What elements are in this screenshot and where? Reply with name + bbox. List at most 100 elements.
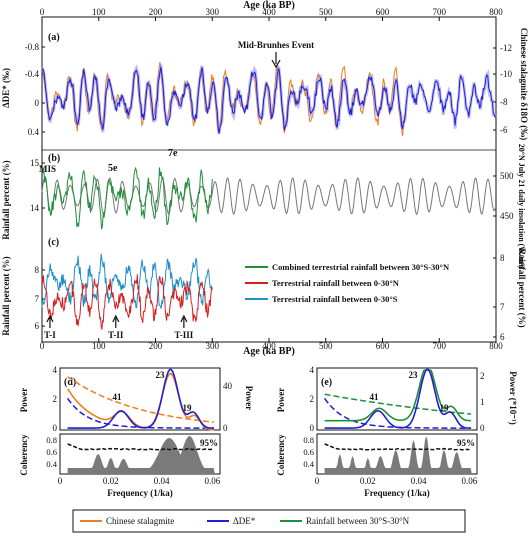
panel-e-peak-23: 23: [409, 370, 419, 380]
top-tick-label: 800: [489, 7, 503, 17]
y-tick-label: -8: [500, 97, 508, 107]
panel-e-dde-red-noise: [323, 397, 471, 429]
mid-brunhes-arrow: [271, 52, 281, 69]
power-right-tick-label: 0: [223, 423, 228, 433]
series-dde-uncertainty: [40, 63, 497, 135]
panel-d-label: (d): [64, 377, 76, 388]
panel-e-confidence-line: [324, 443, 470, 451]
y-tick-label: 0: [35, 98, 40, 108]
top-tick-label: 700: [433, 7, 447, 17]
power-tick-label: 0: [310, 423, 315, 433]
panel-c-ylabel-right: Rainfall percent (%): [517, 248, 527, 327]
panel-d-confidence: 95%: [200, 438, 218, 448]
panel-b-left-ticks: 14 15: [30, 158, 45, 213]
marker-5e: 5e: [108, 163, 118, 174]
termination-arrow: [46, 314, 54, 328]
termination-arrow: [180, 314, 188, 328]
panel-d-coherency-area: [67, 436, 215, 474]
y-tick-label: 7: [500, 302, 505, 312]
panel-d: (d) Power Power Coherency 0 0.02 0.04 0.06 0…: [19, 365, 254, 498]
panel-e-ylabel-left: Power: [276, 388, 286, 413]
y-tick-label: 7: [35, 294, 40, 304]
bottom-tick-label: 700: [433, 341, 447, 351]
panel-d-stalagmite-spectrum: [66, 372, 214, 431]
power-tick-label: 4: [53, 365, 58, 375]
top-tick-label: 600: [376, 7, 390, 17]
y-tick-label: -12: [500, 43, 512, 53]
y-tick-label: 6: [35, 321, 40, 331]
freq-tick-label: 0.02: [103, 476, 119, 486]
series-dde-line: [41, 66, 496, 134]
bottom-xlabel: Age (ka BP): [243, 346, 295, 357]
panel-d-peak-23: 23: [156, 370, 166, 380]
power-tick-label: 2: [310, 394, 315, 404]
bottom-legend-stalagmite: Chinese stalagmite: [106, 516, 174, 526]
termination-label: T-I: [44, 330, 56, 340]
panel-e-power-frame: [316, 367, 478, 431]
panel-e-confidence: 95%: [457, 438, 475, 448]
y-tick-label: -10: [500, 69, 512, 79]
y-tick-label: 8: [500, 253, 505, 263]
marker-mis: MIS: [39, 164, 56, 174]
coherency-tick-label: 0.6: [46, 447, 57, 457]
marker-7e: 7e: [168, 148, 178, 159]
series-combined-rainfall-line: [41, 166, 213, 230]
legend-label-south: Terrestrial rainfall between 0-30°S: [272, 294, 398, 304]
termination-markers: T-I T-II T-III: [44, 314, 194, 340]
panel-a-ylabel-left: ΔDE* (‰): [1, 68, 11, 108]
panel-c-label: (c): [48, 237, 59, 248]
termination-label: T-III: [175, 330, 194, 340]
legend-label-north: Terrestrial rainfall between 0-30°N: [272, 278, 400, 288]
y-tick-label: 15: [30, 158, 40, 168]
panel-d-dde-spectrum: [67, 368, 214, 429]
panel-d-ylabel-right: Power: [244, 386, 254, 411]
top-tick-label: 400: [262, 7, 276, 17]
power-right-tick-label: 40: [223, 381, 233, 391]
y-tick-label: -0.4: [25, 69, 40, 79]
y-tick-label: 6: [500, 332, 505, 342]
bottom-legend: Chinese stalagmite ΔDE* Rainfall between…: [72, 509, 466, 533]
series-north-rainfall-line: [41, 274, 213, 330]
panel-a-left-ticks: -0.8 -0.4 0 0.4: [25, 42, 45, 137]
panel-d-stalagmite-red-noise: [67, 376, 214, 423]
top-x-ticks: 0 100 200 300 400 500 600 700 800: [40, 7, 503, 21]
panel-a-right-ticks: -12 -10 -8 -6: [493, 43, 512, 135]
termination-label: T-II: [108, 330, 124, 340]
panel-e-coherency-label: Coherency: [276, 434, 286, 476]
panel-e-ylabel-right: Power (*10⁻¹): [508, 371, 518, 425]
bottom-tick-label: 200: [149, 341, 163, 351]
panel-d-power-frame: [59, 367, 221, 431]
panel-b-ylabel-left: Rainfall percent (%): [1, 160, 11, 239]
panel-d-ylabel-left: Power: [19, 388, 29, 413]
bottom-tick-label: 400: [262, 341, 276, 351]
coherency-tick-label: 0.4: [46, 459, 57, 469]
freq-tick-label: 0.06: [205, 476, 221, 486]
y-tick-label: 0.4: [28, 127, 40, 137]
bottom-legend-frame: [72, 509, 466, 533]
mid-brunhes-annotation: Mid-Brunhes Event: [238, 40, 314, 50]
bottom-legend-rainfall: Rainfall between 30°S-30°N: [306, 516, 410, 526]
panel-d-xlabel: Frequency (1/ka): [107, 488, 173, 498]
coherency-tick-label: 0.6: [303, 447, 314, 457]
bottom-tick-label: 300: [206, 341, 220, 351]
panel-e-xlabel: Frequency (1/ka): [364, 488, 430, 498]
top-xlabel: Age (ka BP): [243, 0, 295, 11]
panel-d-coherency-label: Coherency: [19, 434, 29, 476]
legend-label-combined: Combined terrestrial rainfall between 30…: [272, 262, 450, 272]
panel-e-rainfall-red-noise: [324, 393, 471, 415]
top-tick-label: 100: [92, 7, 106, 17]
panel-d-peak-41: 41: [113, 392, 123, 402]
coherency-tick-label: 0.8: [46, 435, 57, 445]
power-tick-label: 2: [53, 394, 58, 404]
power-right-tick-label: 0: [480, 423, 485, 433]
panel-c-right-ticks: 6 7 8: [493, 253, 505, 342]
power-tick-label: 0: [53, 423, 58, 433]
panel-d-peak-19: 19: [183, 403, 193, 413]
bottom-tick-label: 800: [489, 341, 503, 351]
top-tick-label: 500: [319, 7, 333, 17]
y-tick-label: 14: [30, 203, 40, 213]
freq-tick-label: 0.04: [154, 476, 170, 486]
series-south-rainfall-line: [41, 253, 213, 309]
